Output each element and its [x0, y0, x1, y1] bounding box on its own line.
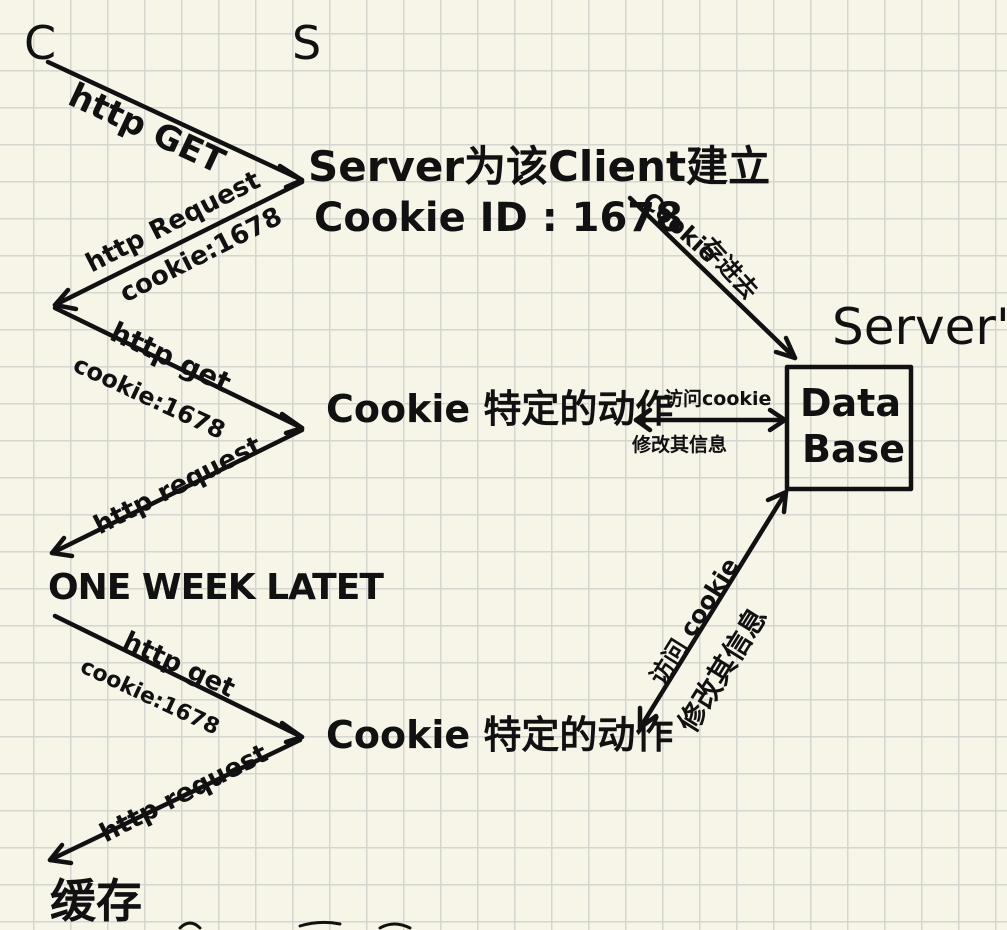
arrowhead-5	[279, 720, 305, 745]
db-link-1-access: 访问cookie	[664, 388, 772, 410]
arrow-http-request-3	[47, 737, 303, 863]
arrow-http-get-3	[52, 613, 305, 740]
cookie-action-1: Cookie 特定的动作	[326, 387, 674, 431]
database-label-line1: Data	[800, 381, 901, 425]
server-create-line1: Server为该Client建立	[308, 142, 771, 191]
db-link-1-modify: 修改其信息	[632, 434, 728, 456]
arrow-cookie-store	[627, 195, 798, 361]
arrowhead-2	[52, 287, 79, 312]
server-create-line2: Cookie ID : 1678	[314, 195, 683, 241]
arrowhead-8	[633, 407, 653, 433]
database-label-line2: Base	[802, 427, 905, 471]
client-label: C	[24, 16, 57, 70]
server-label: S	[292, 16, 322, 70]
cutoff-scribble	[178, 920, 412, 930]
arrow-http-get-2	[52, 305, 305, 431]
cookie-action-2: Cookie 特定的动作	[326, 713, 674, 757]
arrowhead-11	[765, 489, 789, 515]
arrowhead-4	[49, 535, 75, 559]
arrowhead-6	[47, 842, 74, 866]
arrowhead-9	[767, 407, 788, 433]
arrowhead-10	[637, 705, 659, 731]
arrowhead-7	[773, 335, 798, 361]
one-week-later: ONE WEEK LATET	[48, 567, 384, 608]
arrow-http-request-1	[52, 179, 305, 308]
arrow-db-access-2	[637, 489, 789, 731]
arrow-http-request-2	[49, 427, 305, 556]
cache-label: 缓存	[50, 874, 142, 928]
database-box	[784, 364, 914, 492]
database-title: Server's	[832, 298, 1007, 356]
arrow-http-get-1	[45, 59, 305, 183]
